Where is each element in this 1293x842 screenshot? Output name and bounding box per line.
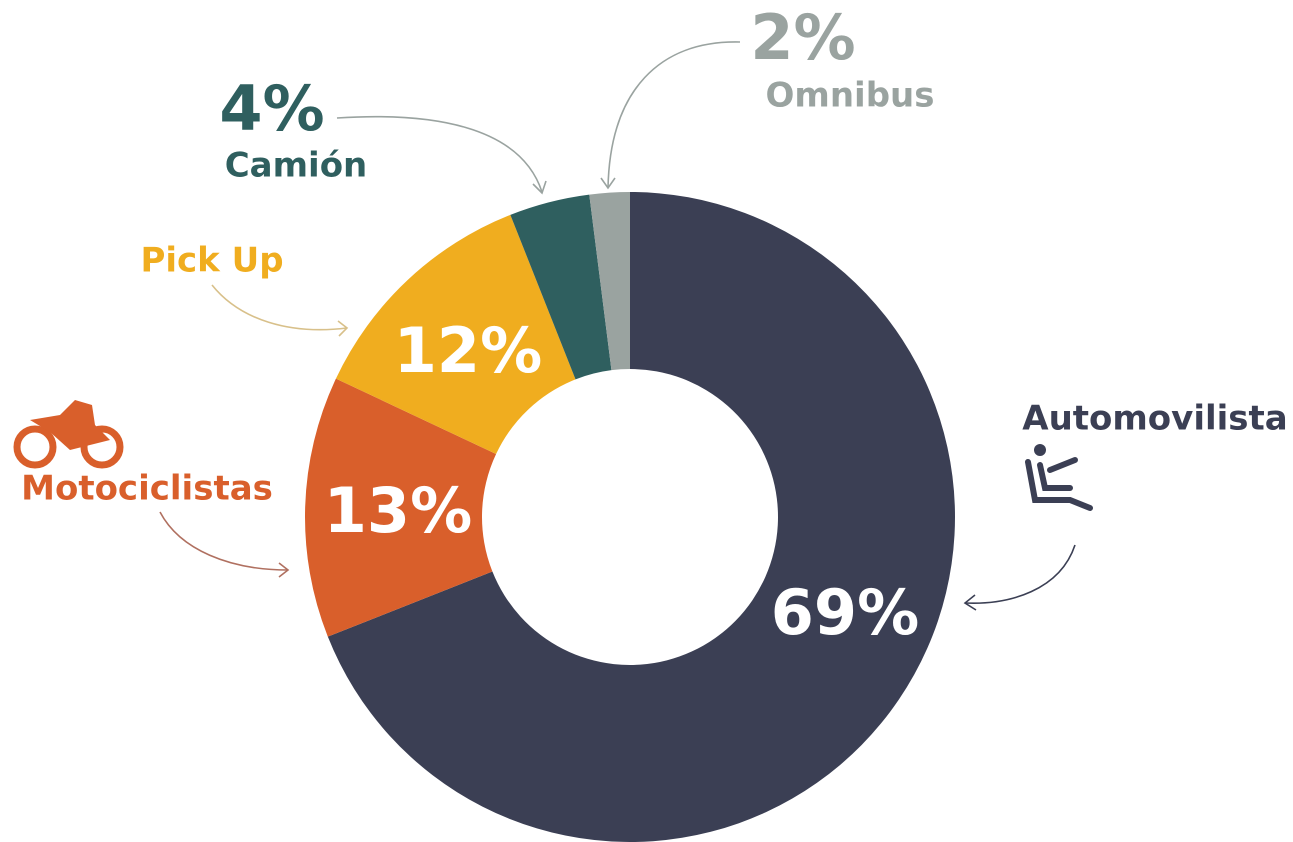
arrow (336, 115, 543, 193)
category-label: Motociclistas (21, 469, 273, 509)
arrow-head (337, 320, 349, 337)
donut-slice (510, 194, 612, 380)
arrow (607, 41, 741, 189)
category-label: Automovilista (1022, 399, 1287, 439)
arrow (964, 544, 1076, 604)
motorcycle-icon (13, 400, 124, 469)
arrow-head (963, 594, 977, 611)
value-label: 13% (324, 474, 472, 547)
arrow-head (278, 562, 290, 578)
arrow-head (600, 177, 616, 190)
donut-slice (305, 378, 497, 637)
value-label: 2% (750, 1, 855, 74)
donut-slice (589, 192, 630, 371)
donut-slice (335, 214, 576, 454)
value-label: 4% (219, 72, 324, 145)
arrow (159, 511, 289, 571)
decorations (13, 41, 1093, 611)
value-label: 12% (394, 314, 542, 387)
category-label: Pick Up (140, 241, 283, 281)
value-label: 69% (771, 576, 919, 649)
seat-icon (1025, 444, 1093, 511)
arrow (211, 284, 348, 331)
category-label: Camión (225, 146, 368, 186)
arrow-head (532, 180, 547, 195)
donut-slice (327, 192, 955, 842)
category-label: Omnibus (766, 76, 935, 116)
